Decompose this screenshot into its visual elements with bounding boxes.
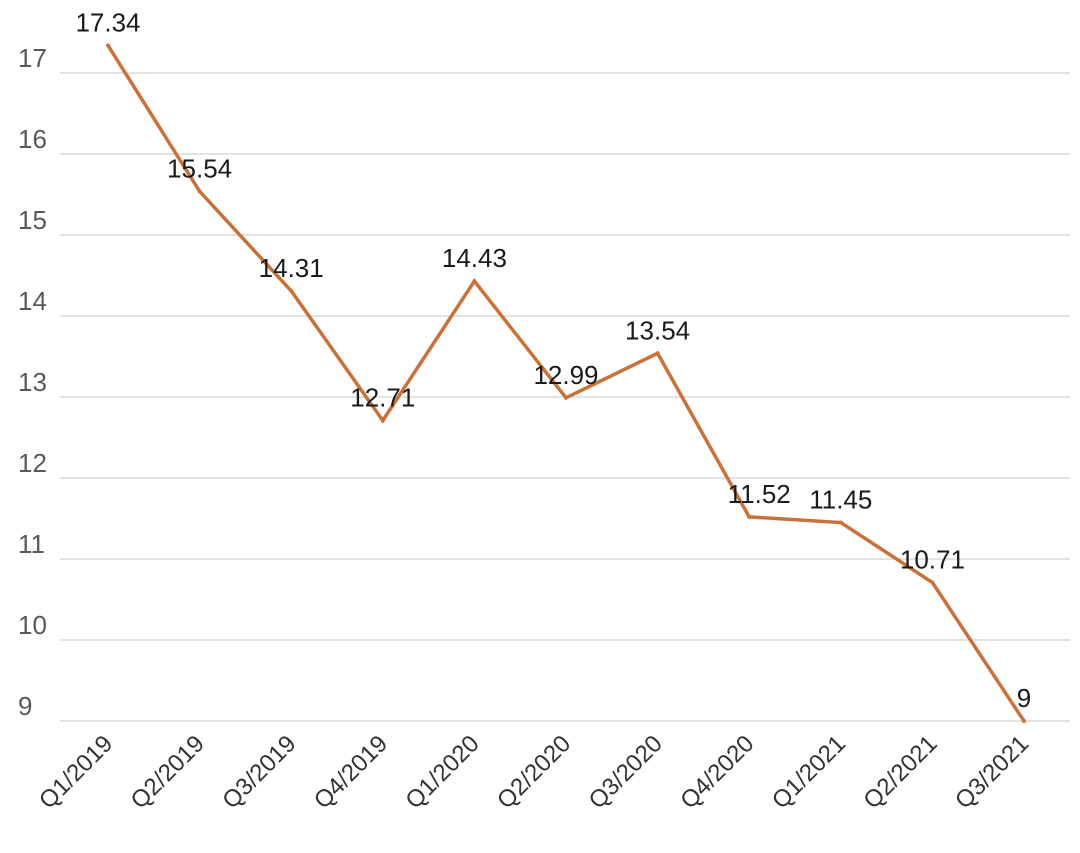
- data-label: 15.54: [167, 153, 232, 183]
- data-label: 14.31: [259, 253, 324, 283]
- data-point: [930, 580, 935, 585]
- data-label: 14.43: [442, 243, 507, 273]
- x-axis-ticks: Q1/2019 Q2/2019 Q3/2019 Q4/2019 Q1/2020 Q2/20…: [34, 730, 1034, 814]
- x-tick-label: Q4/2019: [309, 730, 393, 814]
- data-point: [838, 520, 843, 525]
- data-point: [655, 351, 660, 356]
- data-label: 11.45: [809, 485, 872, 515]
- x-tick-label: Q2/2019: [126, 730, 210, 814]
- data-point: [197, 189, 202, 194]
- data-label: 9: [1017, 683, 1031, 713]
- data-point: [289, 288, 294, 293]
- data-label: 17.34: [75, 7, 140, 37]
- data-point: [1022, 719, 1026, 723]
- data-label: 11.52: [728, 479, 791, 509]
- data-label: 10.71: [900, 544, 965, 574]
- data-point: [564, 395, 568, 400]
- x-tick-label: Q1/2021: [767, 730, 851, 814]
- data-point: [472, 279, 477, 284]
- data-point: [106, 43, 110, 48]
- data-label: 13.54: [625, 315, 690, 345]
- y-tick-label: 11: [18, 529, 45, 559]
- y-tick-label: 16: [18, 124, 47, 154]
- data-point: [380, 418, 385, 423]
- x-tick-label: Q3/2020: [584, 730, 668, 814]
- x-tick-label: Q3/2019: [217, 730, 301, 814]
- y-tick-label: 10: [18, 610, 47, 640]
- data-label: 12.71: [350, 382, 415, 412]
- series-layer: [106, 43, 1026, 723]
- y-axis-ticks: 9 10 11 12 13 14 15 16 17: [18, 43, 47, 721]
- x-tick-label: Q2/2020: [492, 730, 576, 814]
- x-tick-label: Q3/2021: [950, 730, 1034, 814]
- x-tick-label: Q2/2021: [858, 730, 942, 814]
- y-tick-label: 17: [18, 43, 47, 73]
- y-tick-label: 9: [18, 691, 32, 721]
- x-tick-label: Q1/2020: [400, 730, 484, 814]
- data-point: [747, 514, 752, 519]
- data-label: 12.99: [533, 360, 598, 390]
- y-tick-label: 12: [18, 448, 47, 478]
- y-tick-label: 13: [18, 367, 47, 397]
- x-tick-label: Q1/2019: [34, 730, 118, 814]
- data-labels: 17.34 15.54 14.31 12.71 14.43 12.99 13.54 11.52…: [75, 7, 1031, 713]
- x-tick-label: Q4/2020: [675, 730, 759, 814]
- y-tick-label: 14: [18, 286, 47, 316]
- y-tick-label: 15: [18, 205, 47, 235]
